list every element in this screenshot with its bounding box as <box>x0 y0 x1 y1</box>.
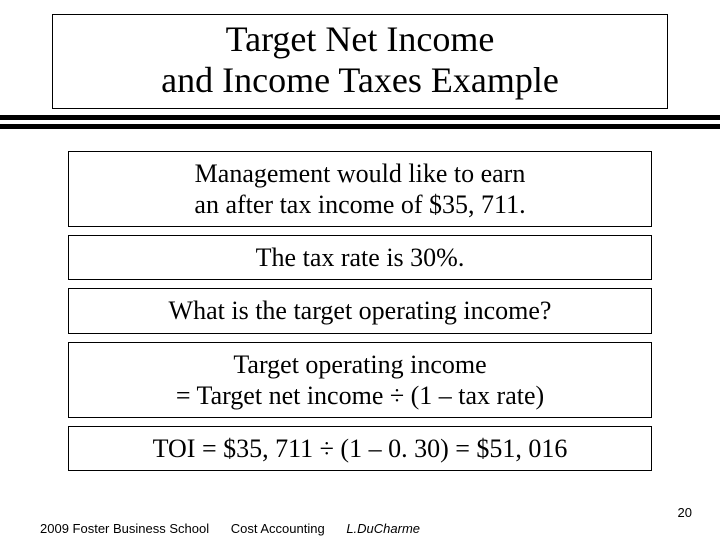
title-divider <box>0 115 720 129</box>
footer-year-school: 2009 Foster Business School <box>40 521 209 536</box>
footer-author: L.DuCharme <box>346 521 420 536</box>
content-block-5: TOI = $35, 711 ÷ (1 – 0. 30) = $51, 016 <box>68 426 652 471</box>
block-text: What is the target operating income? <box>79 295 641 326</box>
slide-footer: 2009 Foster Business School Cost Account… <box>0 521 720 536</box>
block-text: Management would like to earn <box>79 158 641 189</box>
block-text: Target operating income <box>79 349 641 380</box>
content-block-3: What is the target operating income? <box>68 288 652 333</box>
content-block-2: The tax rate is 30%. <box>68 235 652 280</box>
block-text: an after tax income of $35, 711. <box>79 189 641 220</box>
content-area: Management would like to earn an after t… <box>68 151 652 471</box>
slide-title-box: Target Net Income and Income Taxes Examp… <box>52 14 668 109</box>
title-line-1: Target Net Income <box>226 19 495 59</box>
content-block-1: Management would like to earn an after t… <box>68 151 652 227</box>
content-block-4: Target operating income = Target net inc… <box>68 342 652 418</box>
block-text: The tax rate is 30%. <box>79 242 641 273</box>
block-text: = Target net income ÷ (1 – tax rate) <box>79 380 641 411</box>
title-line-2: and Income Taxes Example <box>161 60 559 100</box>
block-text: TOI = $35, 711 ÷ (1 – 0. 30) = $51, 016 <box>79 433 641 464</box>
footer-course: Cost Accounting <box>231 521 325 536</box>
page-number: 20 <box>678 505 692 520</box>
footer-left: 2009 Foster Business School Cost Account… <box>40 521 438 536</box>
